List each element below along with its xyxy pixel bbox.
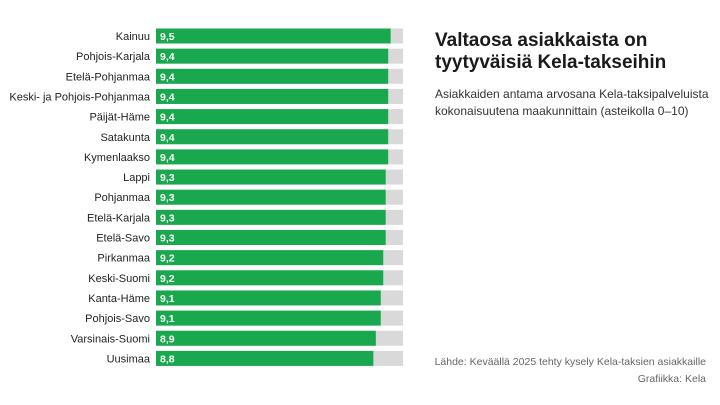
value-label: 9,2 bbox=[160, 253, 175, 265]
category-label: Etelä-Karjala bbox=[87, 212, 151, 224]
bar bbox=[156, 68, 389, 84]
category-label: Kainuu bbox=[116, 31, 150, 43]
category-label: Satakunta bbox=[100, 132, 150, 144]
bar-row: Keski- ja Pohjois-Pohjanmaa 9,4 bbox=[9, 88, 403, 104]
chart-subtitle: Asiakkaiden antama arvosana Kela-taksipa… bbox=[435, 87, 709, 118]
bar bbox=[156, 230, 386, 245]
bar-row: Satakunta 9,4 bbox=[100, 129, 403, 145]
bar-row: Etelä-Karjala 9,3 bbox=[87, 209, 403, 225]
category-label: Etelä-Pohjanmaa bbox=[66, 71, 151, 83]
category-label: Etelä-Savo bbox=[96, 233, 150, 245]
category-label: Keski-Suomi bbox=[88, 273, 150, 285]
bar-row: Pohjois-Karjala 9,4 bbox=[76, 48, 403, 64]
value-label: 9,3 bbox=[160, 233, 175, 245]
category-label: Pohjois-Karjala bbox=[76, 51, 151, 63]
bar-row: Keski-Suomi 9,2 bbox=[88, 270, 403, 286]
category-label: Kanta-Häme bbox=[88, 293, 150, 305]
bar-row: Varsinais-Suomi 8,9 bbox=[71, 330, 403, 346]
value-label: 9,5 bbox=[160, 31, 175, 43]
bar bbox=[156, 250, 384, 266]
value-label: 9,3 bbox=[160, 212, 175, 224]
bar-row: Etelä-Savo 9,3 bbox=[96, 230, 403, 245]
value-label: 9,1 bbox=[160, 293, 175, 305]
bar bbox=[156, 149, 389, 165]
bar-row: Uusimaa 8,8 bbox=[107, 350, 403, 366]
bar bbox=[156, 270, 384, 286]
value-label: 9,1 bbox=[160, 313, 175, 325]
bar bbox=[156, 169, 386, 185]
source-text: Lähde: Keväällä 2025 tehty kysely Kela-t… bbox=[434, 356, 706, 368]
value-label: 9,3 bbox=[160, 172, 175, 184]
bar bbox=[156, 350, 374, 366]
bar-row: Etelä-Pohjanmaa 9,4 bbox=[66, 68, 403, 84]
bar bbox=[156, 129, 389, 145]
value-label: 9,4 bbox=[160, 112, 175, 124]
bar-row: Pohjanmaa 9,3 bbox=[94, 189, 403, 205]
value-label: 9,4 bbox=[160, 132, 175, 144]
bar-row: Pirkanmaa 9,2 bbox=[97, 250, 403, 266]
bar bbox=[156, 330, 376, 346]
bar bbox=[156, 189, 386, 205]
category-label: Pirkanmaa bbox=[97, 253, 150, 265]
bar-row: Pohjois-Savo 9,1 bbox=[85, 310, 403, 326]
credit-text: Grafiikka: Kela bbox=[637, 373, 706, 385]
bar-row: Kainuu 9,5 bbox=[116, 28, 403, 44]
bar bbox=[156, 109, 389, 125]
category-label: Varsinais-Suomi bbox=[71, 333, 150, 345]
category-label: Keski- ja Pohjois-Pohjanmaa bbox=[9, 91, 151, 103]
bar bbox=[156, 310, 381, 326]
category-label: Pohjois-Savo bbox=[85, 313, 150, 325]
category-label: Lappi bbox=[123, 172, 150, 184]
bar bbox=[156, 28, 391, 44]
category-label: Pohjanmaa bbox=[94, 192, 151, 204]
value-label: 8,9 bbox=[160, 333, 175, 345]
bar bbox=[156, 209, 386, 225]
value-label: 8,8 bbox=[160, 353, 175, 365]
value-label: 9,4 bbox=[160, 91, 175, 103]
bar-row: Kymenlaakso 9,4 bbox=[84, 149, 403, 165]
bar bbox=[156, 88, 389, 104]
category-label: Kymenlaakso bbox=[84, 152, 150, 164]
value-label: 9,4 bbox=[160, 71, 175, 83]
bar bbox=[156, 290, 381, 306]
chart-title: Valtaosa asiakkaista on tyytyväisiä Kela… bbox=[435, 30, 667, 73]
value-label: 9,4 bbox=[160, 51, 175, 63]
bar-row: Päijät-Häme 9,4 bbox=[89, 109, 403, 125]
category-label: Uusimaa bbox=[107, 353, 151, 365]
value-label: 9,4 bbox=[160, 152, 175, 164]
value-label: 9,2 bbox=[160, 273, 175, 285]
category-label: Päijät-Häme bbox=[89, 112, 150, 124]
bar-row: Lappi 9,3 bbox=[123, 169, 403, 185]
source-block: Lähde: Keväällä 2025 tehty kysely Kela-t… bbox=[435, 354, 706, 388]
value-label: 9,3 bbox=[160, 192, 175, 204]
bar-row: Kanta-Häme 9,1 bbox=[88, 290, 403, 306]
bar bbox=[156, 48, 389, 64]
